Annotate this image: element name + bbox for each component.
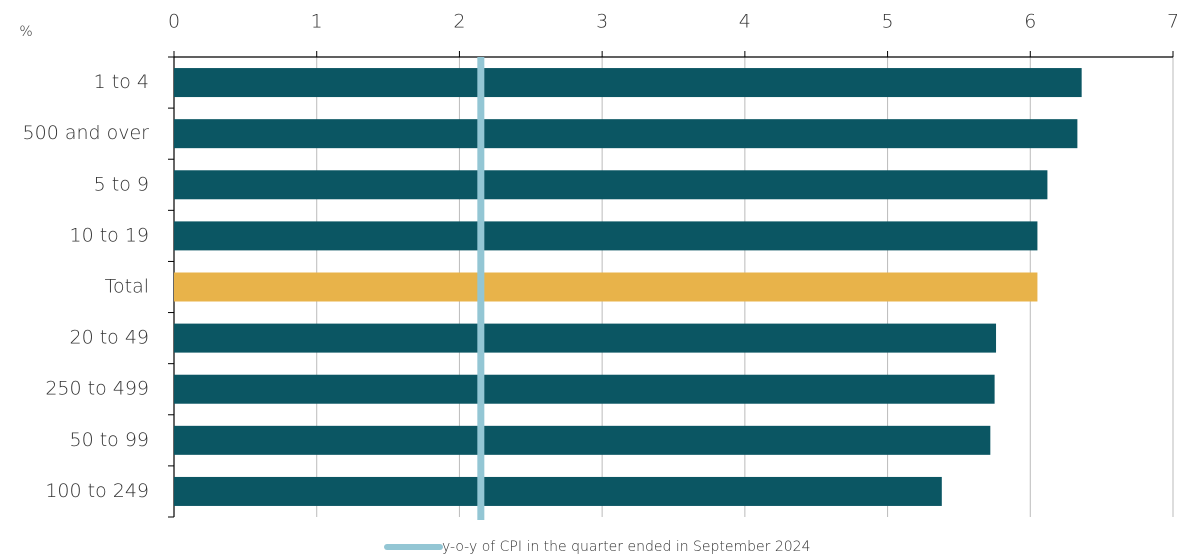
x-tick-label: 0 (168, 11, 180, 33)
bar (174, 323, 997, 353)
y-tick-label: 10 to 19 (69, 224, 149, 246)
bar (174, 221, 1038, 251)
bar (174, 68, 1082, 98)
y-tick-label: Total (105, 276, 149, 298)
bar (174, 374, 995, 404)
x-tick-label: 5 (882, 11, 894, 33)
legend-label: y-o-y of CPI in the quarter ended in Sep… (442, 539, 811, 555)
y-tick-label: 250 to 499 (45, 378, 149, 400)
y-tick-label: 1 to 4 (94, 71, 149, 93)
x-tick-label: 4 (739, 11, 751, 33)
bar (174, 170, 1048, 200)
bar (174, 119, 1078, 149)
x-tick-label: 1 (311, 11, 323, 33)
y-tick-label: 500 and over (23, 122, 150, 144)
bar (174, 425, 991, 455)
y-tick-label: 5 to 9 (94, 173, 149, 195)
bar (174, 272, 1038, 302)
x-tick-label: 2 (453, 11, 465, 33)
y-tick-label: 50 to 99 (69, 429, 149, 451)
x-tick-label: 3 (596, 11, 608, 33)
x-tick-label: 6 (1024, 11, 1036, 33)
x-tick-label: 7 (1167, 11, 1179, 33)
y-tick-label: 20 to 49 (69, 327, 149, 349)
unit-label: % (19, 24, 32, 40)
y-tick-label: 100 to 249 (45, 480, 149, 502)
bar (174, 476, 942, 506)
